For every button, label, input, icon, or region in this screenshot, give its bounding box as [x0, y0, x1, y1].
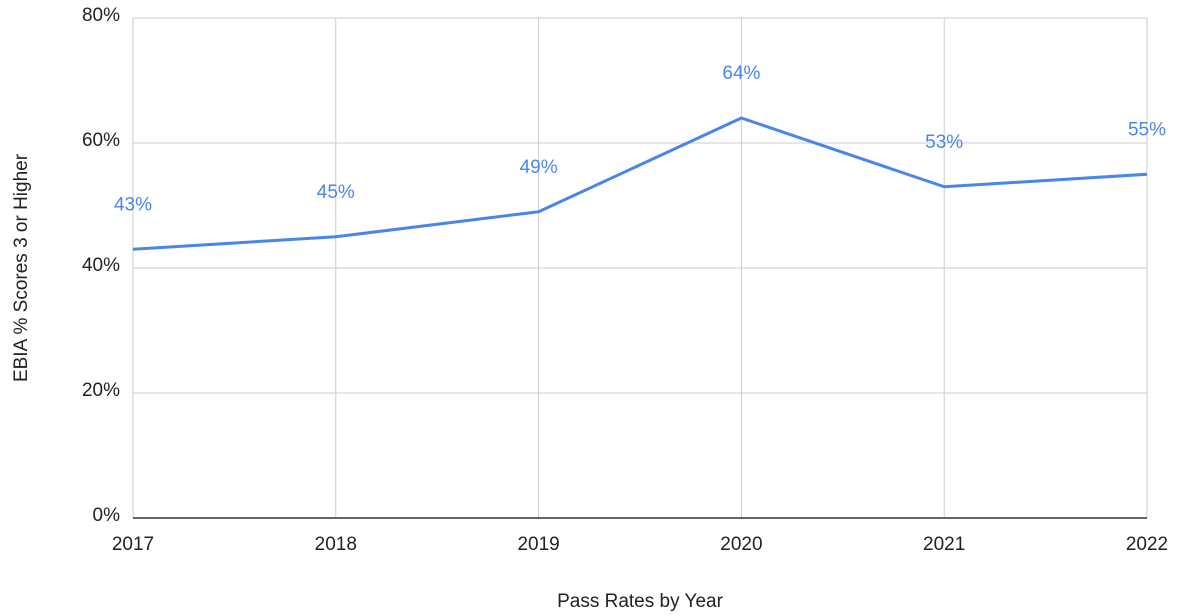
y-tick-label: 40%: [82, 255, 120, 276]
data-label: 64%: [722, 63, 760, 84]
x-tick-label: 2017: [112, 534, 154, 555]
data-label: 49%: [520, 157, 558, 178]
y-tick-label: 60%: [82, 130, 120, 151]
y-tick-label: 20%: [82, 380, 120, 401]
x-tick-label: 2020: [720, 534, 762, 555]
series-line: [132, 116, 1148, 251]
y-tick-label: 80%: [82, 5, 120, 26]
x-tick-label: 2021: [923, 534, 965, 555]
data-label: 45%: [317, 182, 355, 203]
data-label: 43%: [114, 194, 152, 215]
x-tick-label: 2019: [517, 534, 559, 555]
x-axis-title: Pass Rates by Year: [557, 591, 723, 612]
y-axis-title: EBIA % Scores 3 or Higher: [11, 153, 32, 382]
x-tick-label: 2018: [315, 534, 357, 555]
y-tick-label: 0%: [93, 505, 121, 526]
data-label: 55%: [1128, 119, 1166, 140]
x-tick-label: 2022: [1126, 534, 1168, 555]
data-label: 53%: [925, 132, 963, 153]
